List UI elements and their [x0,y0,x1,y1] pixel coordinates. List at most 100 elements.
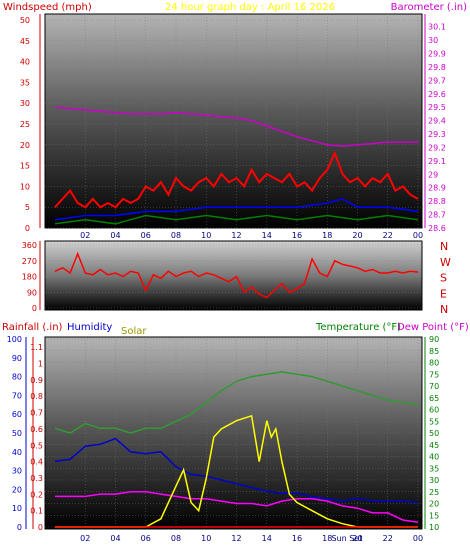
humidity-tick-label: 60 [12,410,22,419]
hour-tick-label: 08 [171,231,181,240]
barometer-tick-label: 29.3 [428,130,446,139]
windspeed-tick-label: 5 [25,203,30,212]
chart-date-title: 24 hour graph day : April 16 2026 [165,2,335,13]
barometer-tick-label: 30 [428,36,438,45]
barometer-tick-label: 29.4 [428,117,446,126]
barometer-tick-label: 29.5 [428,103,446,112]
windspeed-tick-label: 50 [20,16,30,25]
direction-tick-label: 180 [22,273,37,282]
temperature-tick-label: 30 [429,476,439,485]
compass-label: S [440,272,447,285]
temperature-tick-label: 55 [429,417,439,426]
windspeed-axis-title: Windspeed (mph) [3,2,92,13]
gust-line [54,150,419,209]
barometer-tick-label: 29.8 [428,63,446,72]
compass-label: E [440,287,447,300]
rainfall-tick-label: 0.8 [30,392,43,401]
humidity-axis-title: Humidity [67,322,112,333]
direction-axis: 360 270 180 90 0 [22,241,41,313]
humidity-tick-label: 90 [12,354,22,363]
hour-tick-label: 18 [322,231,332,240]
windspeed-tick-label: 45 [20,37,30,46]
rainfall-axis: 0 0.1 0.2 0.3 0.4 0.5 0.6 0.7 0.8 0.9 1 1.1 [30,337,43,532]
temperature-tick-label: 90 [429,335,439,344]
temperature-tick-label: 45 [429,441,439,450]
humidity-tick-label: 20 [12,485,22,494]
hour-tick-label: 10 [201,231,211,240]
rainfall-tick-label: 0.4 [30,458,43,467]
rainfall-tick-label: 0.6 [30,425,43,434]
solar-series-label: Solar [121,326,147,337]
temperature-series [54,371,419,528]
dew-point-label: Dew Point (°F) [397,322,469,333]
windspeed-tick-label: 0 [25,224,30,233]
humidity-tick-label: 30 [12,467,22,476]
barometer-tick-label: 28.8 [428,197,446,206]
temperature-x-axis: 02 04 06 08 10 12 14 16 18 20 22 00 Sun Set [80,534,423,543]
dew-point-line [55,491,419,524]
average-wind-line [54,198,419,221]
temperature-tick-label: 75 [429,370,439,379]
temperature-tick-label: 85 [429,347,439,356]
humidity-tick-label: 0 [17,523,22,532]
barometer-tick-label: 29.6 [428,90,446,99]
hour-tick-label: 02 [80,231,90,240]
windspeed-tick-label: 30 [20,99,30,108]
barometer-line [54,106,418,147]
hour-tick-label: 16 [292,534,302,543]
windspeed-tick-label: 40 [20,58,30,67]
barometer-tick-label: 28.7 [428,211,446,220]
wind-x-axis: 02 04 06 08 10 12 14 16 18 20 22 00 [80,231,423,240]
windspeed-tick-label: 20 [20,141,30,150]
wind-direction-line [54,251,419,299]
hour-tick-label: 08 [171,534,181,543]
humidity-tick-label: 70 [12,391,22,400]
hour-tick-label: 10 [201,534,211,543]
wind-panel [44,13,423,229]
compass-label: N [440,240,448,253]
hour-tick-label: 12 [231,534,241,543]
hour-tick-label: 18 [322,534,332,543]
windspeed-tick-label: 35 [20,78,30,87]
rainfall-tick-label: 0 [38,523,43,532]
windspeed-tick-label: 15 [20,162,30,171]
temperature-tick-label: 50 [429,429,439,438]
humidity-tick-label: 100 [7,335,22,344]
barometer-tick-label: 30.1 [428,23,446,32]
direction-series [54,251,419,299]
rainfall-tick-label: 0.2 [30,490,43,499]
hour-tick-label: 00 [413,231,423,240]
barometer-tick-label: 28.9 [428,184,446,193]
humidity-line [54,437,419,504]
barometer-axis: 28.6 28.7 28.8 28.9 29 29.1 29.2 29.3 29.4 29.5 29… [424,14,446,233]
temperature-tick-label: 65 [429,394,439,403]
wind-series [54,106,419,225]
barometer-tick-label: 29.1 [428,157,446,166]
humidity-axis: 0 10 20 30 40 50 60 70 80 90 100 [7,335,27,532]
windspeed-tick-label: 10 [20,182,30,191]
barometer-tick-label: 29 [428,170,438,179]
hour-tick-label: 06 [141,231,151,240]
temperature-tick-label: 70 [429,382,439,391]
rainfall-axis-title: Rainfall (.in) [2,322,63,333]
rainfall-tick-label: 1.1 [30,343,43,352]
temperature-line [54,371,419,434]
hour-tick-label: 22 [383,231,393,240]
temperature-tick-label: 35 [429,464,439,473]
humidity-tick-label: 40 [12,448,22,457]
direction-panel [44,240,423,311]
rainfall-tick-label: 0.9 [30,376,43,385]
barometer-tick-label: 28.6 [428,224,446,233]
hour-tick-label: 14 [262,534,272,543]
sunset-label: Sun Set [331,534,362,543]
humidity-tick-label: 80 [12,373,22,382]
temperature-panel [44,336,423,530]
compass-label: W [440,256,451,269]
rainfall-tick-label: 0.5 [30,441,43,450]
temperature-axis: 10 15 20 25 30 35 40 45 50 55 60 65 70 75 80 85 90 [424,335,439,532]
direction-tick-label: 360 [22,241,37,250]
hour-tick-label: 04 [110,231,120,240]
temperature-tick-label: 10 [429,523,439,532]
